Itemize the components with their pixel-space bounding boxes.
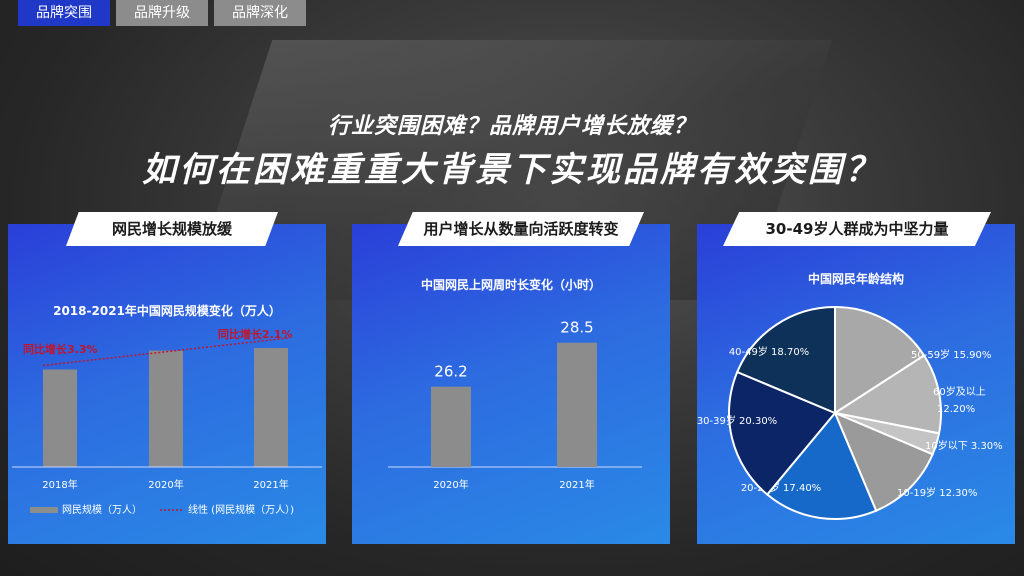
data-label: 28.5 [560, 319, 593, 337]
online-hours-chart: 26.2 2020年 28.5 2021年 [388, 319, 642, 491]
slice-label: 50-59岁 15.90% [911, 348, 991, 361]
slice-label: 10岁以下 3.30% [925, 439, 1003, 452]
slice-label: 12.20% [937, 404, 975, 415]
bar-2021年 [254, 348, 288, 467]
x-tick-label: 2020年 [148, 478, 183, 491]
annotation-growth-2020: 同比增长3.3% [23, 342, 98, 356]
legend-swatch-bar [30, 507, 58, 513]
chart-title: 2018-2021年中国网民规模变化（万人） [53, 304, 281, 318]
x-tick-label: 2020年 [433, 478, 468, 491]
panel-title: 30-49岁人群成为中坚力量 [723, 212, 991, 246]
chart-title: 中国网民上网周时长变化（小时） [420, 278, 601, 292]
panel-online-hours: 用户增长从数量向活跃度转变 中国网民上网周时长变化（小时） 26.2 2020年 2… [352, 212, 670, 544]
slice-label: 60岁及以上 [933, 385, 986, 398]
slice-label: 30-39岁 20.30% [697, 414, 777, 427]
panel-age-structure: 30-49岁人群成为中坚力量 中国网民年龄结构 50-59岁 15.90% 60岁… [697, 212, 1015, 544]
age-structure-pie: 50-59岁 15.90% 60岁及以上 12.20% 10岁以下 3.30% 10-1… [697, 305, 1003, 520]
x-tick-label: 2018年 [42, 478, 77, 491]
chart-title: 中国网民年龄结构 [807, 272, 904, 286]
pie-slice-50-59岁 [834, 305, 926, 415]
tab-brand-upgrade[interactable]: 品牌升级 [116, 0, 208, 26]
panel-netizen-scale: 网民增长规模放缓 2018-2021年中国网民规模变化（万人） 2018年 202… [8, 212, 326, 544]
pie-slice-60岁及以上 [832, 354, 942, 435]
bar-2021年 [557, 342, 597, 467]
slice-label: 40-49岁 18.70% [729, 345, 809, 358]
legend-label: 线性 (网民规模（万人）) [188, 503, 294, 516]
pie-slice-10-19岁 [833, 411, 934, 513]
bar-2018年 [43, 369, 77, 467]
data-label: 26.2 [434, 363, 467, 381]
headline-question: 行业突围困难？品牌用户增长放缓？ [327, 114, 696, 139]
pie-slice-40-49岁 [735, 305, 836, 415]
trend-line [42, 337, 289, 367]
bar-2020年 [431, 386, 471, 467]
pie-slice-20-29岁 [765, 411, 878, 520]
panel-title: 用户增长从数量向活跃度转变 [398, 212, 644, 246]
panel-title: 网民增长规模放缓 [66, 212, 278, 246]
netizen-scale-chart: 2018年 2020年 2021年 同比增长3.3% 同比增长2.1% 网民规模（万人） 线… [12, 327, 322, 516]
headline-main: 如何在困难重重大背景下实现品牌有效突围？ [142, 150, 882, 190]
annotation-growth-2021: 同比增长2.1% [218, 327, 293, 341]
tab-brand-deepen[interactable]: 品牌深化 [214, 0, 306, 26]
slice-label: 10-19岁 12.30% [897, 486, 977, 499]
slice-label: 20-29岁 17.40% [741, 481, 821, 494]
tab-brand-breakthrough[interactable]: 品牌突围 [18, 0, 110, 26]
legend-label: 网民规模（万人） [62, 503, 142, 516]
bar-2020年 [149, 350, 183, 467]
x-tick-label: 2021年 [559, 478, 594, 491]
tab-bar: 品牌突围 品牌升级 品牌深化 [18, 0, 306, 26]
x-tick-label: 2021年 [253, 478, 288, 491]
